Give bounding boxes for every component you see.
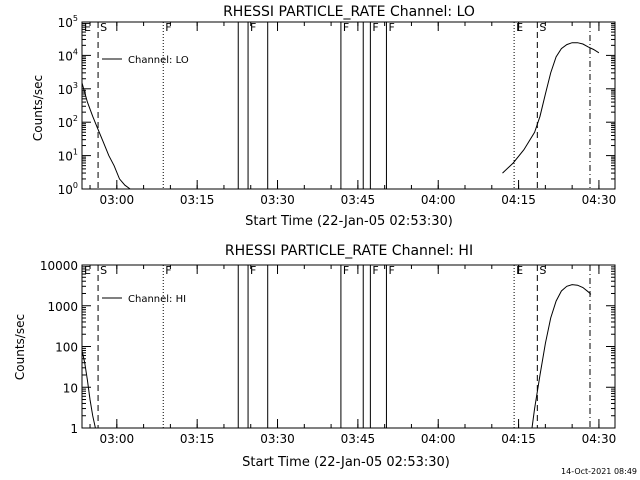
x-tick-label: 04:30	[582, 193, 617, 207]
y-tick-label: 10000	[40, 259, 78, 273]
marker-label: F	[388, 21, 394, 34]
y-tick-label: 104	[58, 47, 78, 63]
x-tick-label: 03:15	[180, 193, 215, 207]
y-tick-label: 103	[58, 81, 78, 97]
plot-frame	[81, 21, 616, 190]
chart-title-lo: RHESSI PARTICLE_RATE Channel: LO	[223, 4, 475, 20]
x-axis-label-lo: Start Time (22-Jan-05 02:53:30)	[245, 214, 453, 229]
y-axis-label-lo: Counts/sec	[31, 75, 45, 141]
x-tick-label: 03:30	[260, 193, 295, 207]
y-tick-label: 105	[58, 14, 78, 30]
x-tick-label: 03:45	[341, 432, 376, 446]
y-tick-exponent: 4	[73, 47, 78, 56]
y-axis-label-hi: Counts/sec	[13, 314, 27, 380]
y-tick-label: 10	[63, 381, 78, 395]
y-tick-label: 102	[58, 114, 78, 130]
marker-label: S	[539, 21, 546, 34]
marker-label: F	[388, 264, 394, 277]
plot-area-hi: 03:00 03:15 03:30 03:45 04:00 04:15 04:30 1 10 10…	[40, 259, 616, 446]
marker-label: F	[165, 264, 171, 277]
series-line	[81, 350, 96, 429]
y-tick-label: 100	[58, 181, 78, 197]
x-tick-label: 04:00	[421, 432, 456, 446]
legend-lo: Channel: LO	[102, 55, 189, 66]
marker-label: F	[372, 21, 378, 34]
y-tick-label: 1	[70, 422, 78, 436]
x-axis-label-hi: Start Time (22-Jan-05 02:53:30)	[242, 455, 450, 470]
y-tick-label: 1000	[47, 300, 78, 314]
y-tick-exponent: 3	[73, 81, 78, 90]
marker-label: E	[516, 21, 523, 34]
y-tick-label: 101	[58, 148, 78, 164]
x-tick-label: 04:15	[501, 432, 536, 446]
y-tick-exponent: 5	[73, 14, 78, 23]
y-tick-exponent: 2	[73, 114, 78, 123]
marker-label: F	[250, 21, 256, 34]
series-line	[502, 42, 600, 174]
x-tick-label: 03:45	[341, 193, 376, 207]
x-tick-label: 04:00	[421, 193, 456, 207]
marker-label: E	[516, 264, 523, 277]
series-line	[81, 82, 131, 190]
marker-label: S	[100, 21, 107, 34]
chart-panel-hi: RHESSI PARTICLE_RATE Channel: HI Counts/…	[13, 243, 616, 470]
chart-panel-lo: RHESSI PARTICLE_RATE Channel: LO Counts/…	[31, 4, 616, 229]
x-tick-label: 04:15	[501, 193, 536, 207]
chart-title-hi: RHESSI PARTICLE_RATE Channel: HI	[225, 243, 473, 259]
y-tick-label: 100	[55, 341, 78, 355]
x-tick-label: 04:30	[582, 432, 617, 446]
marker-label: E	[84, 21, 91, 34]
y-tick-exponent: 1	[73, 148, 78, 157]
x-tick-label: 03:00	[100, 193, 135, 207]
y-tick-exponent: 0	[73, 181, 78, 190]
x-tick-label: 03:15	[180, 432, 215, 446]
legend-label-hi: Channel: HI	[128, 294, 186, 305]
marker-label: F	[343, 21, 349, 34]
marker-label: F	[372, 264, 378, 277]
legend-hi: Channel: HI	[102, 294, 186, 305]
marker-label: S	[100, 264, 107, 277]
series-line	[531, 284, 592, 429]
marker-label: E	[84, 264, 91, 277]
marker-label: F	[165, 21, 171, 34]
x-tick-label: 03:00	[100, 432, 135, 446]
marker-label: F	[343, 264, 349, 277]
x-tick-label: 03:30	[260, 432, 295, 446]
plot-area-lo: 03:00 03:15 03:30 03:45 04:00 04:15 04:3010010…	[58, 14, 617, 207]
marker-label: F	[250, 264, 256, 277]
footer-timestamp: 14-Oct-2021 08:49	[561, 467, 637, 476]
legend-label-lo: Channel: LO	[128, 55, 189, 66]
marker-label: S	[539, 264, 546, 277]
